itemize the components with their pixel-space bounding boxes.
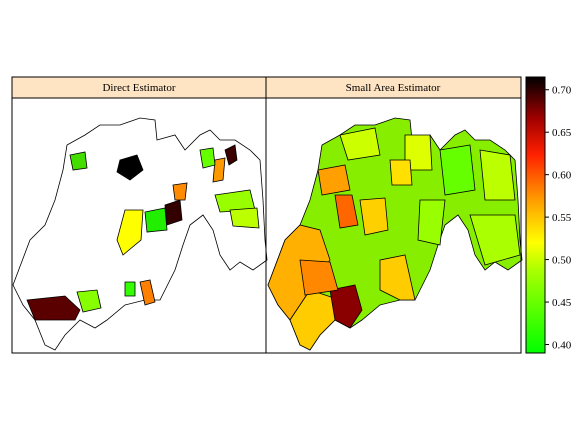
colorbar-tick-label: 0.60 <box>552 170 572 182</box>
colorbar-tick-label: 0.70 <box>552 85 572 97</box>
colorbar-tick-label: 0.40 <box>552 340 572 352</box>
panel-title: Direct Estimator <box>102 82 175 94</box>
panel-frame <box>265 97 522 354</box>
colorbar <box>525 76 546 354</box>
colorbar-tick-label: 0.65 <box>552 127 572 139</box>
colorbar-tick-label: 0.45 <box>552 297 572 309</box>
panel-title: Small Area Estimator <box>346 82 441 94</box>
colorbar-tick-label: 0.50 <box>552 255 572 267</box>
colorbar-tick-label: 0.55 <box>552 212 572 224</box>
map-direct <box>12 117 268 351</box>
map-small-area <box>267 117 523 351</box>
